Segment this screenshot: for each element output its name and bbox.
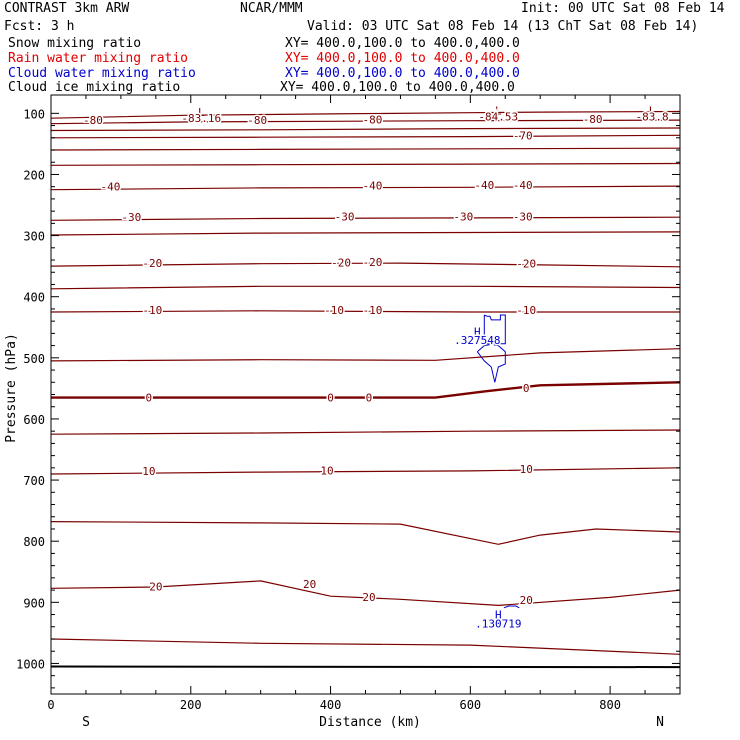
ground-line <box>50 665 681 669</box>
valid-time: Valid: 03 UTC Sat 08 Feb 14 (13 ChT Sat … <box>307 19 699 34</box>
contour-label: 20 <box>520 594 533 607</box>
legend-rain-label: Rain water mixing ratio <box>8 51 189 66</box>
y-tick-label: 1000 <box>16 657 45 671</box>
legend-snow-label: Snow mixing ratio <box>8 36 142 51</box>
contour-label: -20 <box>363 256 383 269</box>
contour-label: -20 <box>516 258 536 271</box>
x-tick-label: 400 <box>320 698 342 712</box>
contour-label: -30 <box>513 211 533 224</box>
temperature-contour-t17 <box>50 520 681 545</box>
legend-cloud-water-xy: XY= 400.0,100.0 to 400.0,400.0 <box>285 66 520 81</box>
low-marker: L <box>198 106 205 119</box>
extremum-value: .327548 <box>454 334 500 347</box>
x-tick-label: 800 <box>599 698 621 712</box>
contour-label: 0 <box>523 382 530 395</box>
temperature-contour-t0 <box>51 381 681 399</box>
y-tick-label: 600 <box>23 413 45 427</box>
y-tick-label: 800 <box>23 535 45 549</box>
org-label: NCAR/MMM <box>240 1 303 16</box>
y-axis-title: Pressure (hPa) <box>4 333 19 443</box>
temperature-contour-t-20 <box>50 262 681 268</box>
contour-label: 20 <box>303 578 316 591</box>
temperature-contour-t3 <box>50 127 681 132</box>
y-tick-label: 500 <box>23 352 45 366</box>
temperature-contour-t20 <box>50 580 681 607</box>
y-tick-label: 400 <box>23 291 45 305</box>
contour-label: 0 <box>146 392 153 405</box>
temperature-contour-t15 <box>50 429 681 435</box>
south-end-label: S <box>82 715 90 730</box>
temperature-contour-t9 <box>50 231 681 236</box>
contour-label: -70 <box>513 129 533 142</box>
contour-label: -80 <box>583 113 603 126</box>
contour-label: 10 <box>320 464 333 477</box>
forecast-hour: Fcst: 3 h <box>4 19 75 34</box>
contour-label: -30 <box>335 211 355 224</box>
temperature-contour-t6 <box>50 162 681 166</box>
contour-label: 20 <box>362 591 375 604</box>
temperature-contour-t1 <box>50 110 681 119</box>
legend-cloud-ice-xy: XY= 400.0,100.0 to 400.0,400.0 <box>280 80 515 95</box>
extremum-value: -83.8 <box>635 110 668 123</box>
x-tick-label: 600 <box>459 698 481 712</box>
contour-label: -10 <box>516 304 536 317</box>
model-title: CONTRAST 3km ARW <box>4 1 130 16</box>
contour-label: -20 <box>331 256 351 269</box>
contour-label: -40 <box>100 181 120 194</box>
contour-label: 10 <box>142 465 155 478</box>
temperature-contour-t11 <box>50 285 681 290</box>
contour-label: -10 <box>363 304 383 317</box>
cloud-water-contour-1 <box>476 343 506 383</box>
x-tick-label: 200 <box>180 698 202 712</box>
y-tick-label: 200 <box>23 168 45 182</box>
y-tick-label: 300 <box>23 230 45 244</box>
extremum-value: -83.16 <box>181 112 221 125</box>
contour-label: -80 <box>363 113 383 126</box>
temperature-contour-t19 <box>50 638 681 655</box>
low-marker: L <box>649 104 656 117</box>
temperature-contour-t5 <box>50 147 681 151</box>
temperature-contour-t-70 <box>50 134 681 139</box>
contour-label: 0 <box>366 392 373 405</box>
north-end-label: N <box>656 715 664 730</box>
y-tick-label: 100 <box>23 107 45 121</box>
temperature-contour-t10 <box>50 467 681 475</box>
contour-label: 20 <box>149 580 162 593</box>
cloud-water-contour-0 <box>483 314 506 345</box>
contour-label: -30 <box>121 211 141 224</box>
contour-label: -10 <box>324 304 344 317</box>
temperature-contour-t-10 <box>50 310 680 313</box>
contour-label: -40 <box>513 179 533 192</box>
temperature-contour-t13 <box>50 348 681 362</box>
init-time: Init: 00 UTC Sat 08 Feb 14 <box>521 1 725 16</box>
extremum-value: -84.53 <box>478 110 518 123</box>
low-marker: L <box>495 104 502 117</box>
temperature-contour-t-40 <box>50 185 681 191</box>
legend-snow-xy: XY= 400.0,100.0 to 400.0,400.0 <box>285 36 520 51</box>
contour-label: -40 <box>363 179 383 192</box>
contour-label: 10 <box>520 463 533 476</box>
x-tick-label: 0 <box>47 698 54 712</box>
contour-label: -80 <box>247 114 267 127</box>
y-tick-label: 700 <box>23 474 45 488</box>
contour-label: -40 <box>474 179 494 192</box>
high-marker: H <box>495 609 502 622</box>
high-marker: H <box>474 326 481 339</box>
contour-label: -10 <box>142 304 162 317</box>
legend-cloud-water-label: Cloud water mixing ratio <box>8 66 196 81</box>
contour-label: -20 <box>142 257 162 270</box>
y-tick-label: 900 <box>23 596 45 610</box>
legend-rain-xy: XY= 400.0,100.0 to 400.0,400.0 <box>285 51 520 66</box>
extremum-value: .130719 <box>475 618 521 631</box>
x-axis-title: Distance (km) <box>319 715 421 730</box>
contour-label: -80 <box>83 114 103 127</box>
contour-label: -30 <box>453 211 473 224</box>
cloud-water-contour-2 <box>503 605 520 609</box>
legend-cloud-ice-label: Cloud ice mixing ratio <box>8 80 181 95</box>
contour-label: 0 <box>327 392 334 405</box>
temperature-contour-t-80 <box>50 119 681 125</box>
temperature-contour-t-30 <box>50 216 681 221</box>
